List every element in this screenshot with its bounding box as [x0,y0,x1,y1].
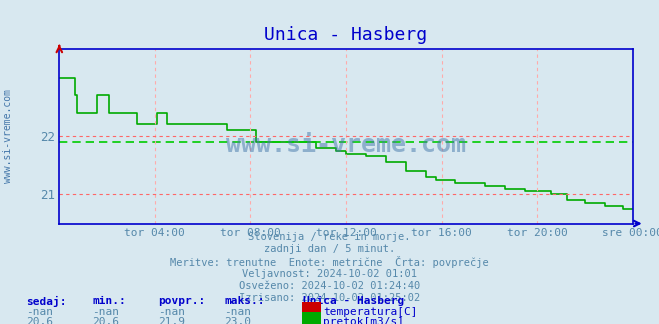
Text: www.si-vreme.com: www.si-vreme.com [3,89,13,183]
Text: temperatura[C]: temperatura[C] [323,307,417,317]
Text: maks.:: maks.: [224,296,264,307]
Text: zadnji dan / 5 minut.: zadnji dan / 5 minut. [264,244,395,254]
Text: -nan: -nan [224,307,251,317]
Text: pretok[m3/s]: pretok[m3/s] [323,317,404,324]
Text: Unica - Hasberg: Unica - Hasberg [303,296,405,307]
Text: -nan: -nan [92,307,119,317]
Text: Veljavnost: 2024-10-02 01:01: Veljavnost: 2024-10-02 01:01 [242,269,417,279]
Bar [303,312,318,318]
Text: 20,6: 20,6 [26,317,53,324]
Text: 20,6: 20,6 [92,317,119,324]
Text: Izrisano: 2024-10-02 01:25:02: Izrisano: 2024-10-02 01:25:02 [239,293,420,303]
Text: 21,9: 21,9 [158,317,185,324]
Title: Unica - Hasberg: Unica - Hasberg [264,26,428,44]
Text: 23,0: 23,0 [224,317,251,324]
Text: Slovenija / reke in morje.: Slovenija / reke in morje. [248,232,411,242]
Text: povpr.:: povpr.: [158,296,206,307]
Text: -nan: -nan [158,307,185,317]
Bar [303,302,318,309]
Text: min.:: min.: [92,296,126,307]
Text: www.si-vreme.com: www.si-vreme.com [226,133,466,157]
Text: -nan: -nan [26,307,53,317]
Text: Osveženo: 2024-10-02 01:24:40: Osveženo: 2024-10-02 01:24:40 [239,281,420,291]
Text: Meritve: trenutne  Enote: metrične  Črta: povprečje: Meritve: trenutne Enote: metrične Črta: … [170,256,489,268]
Text: sedaj:: sedaj: [26,296,67,307]
